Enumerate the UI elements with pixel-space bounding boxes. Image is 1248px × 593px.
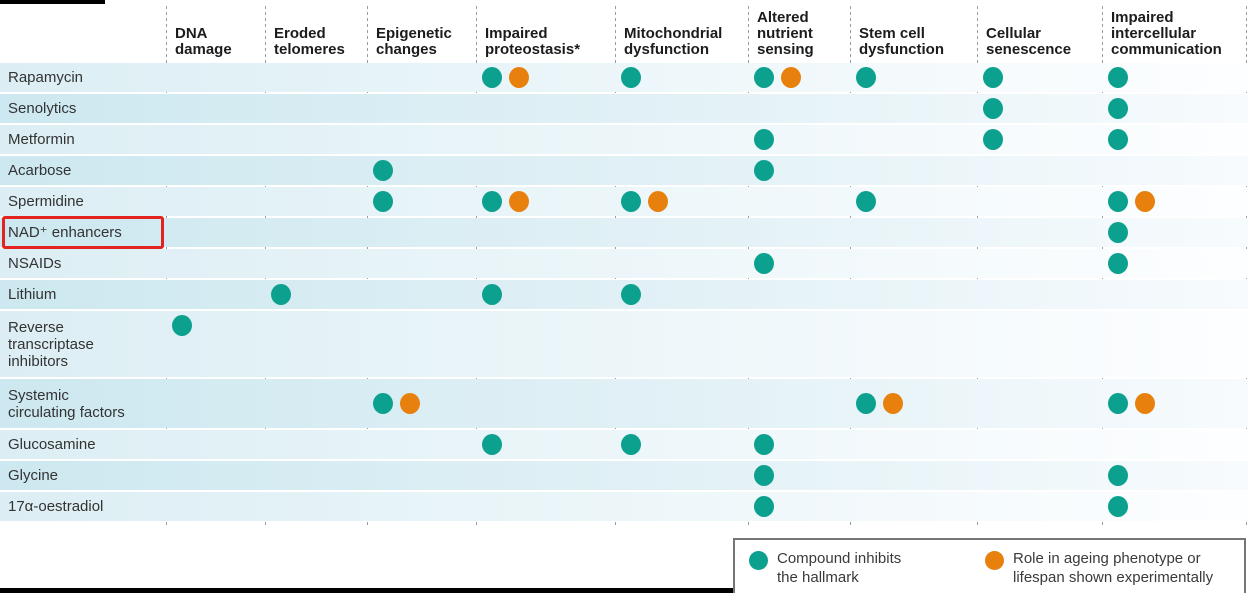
column-header: DNA damage	[175, 26, 262, 58]
inhibits-dot	[754, 160, 774, 181]
inhibits-dot	[983, 129, 1003, 150]
experimental-dot	[509, 67, 529, 88]
experimental-legend-dot	[985, 551, 1004, 570]
matrix-row: 17α-oestradiol	[0, 492, 1248, 521]
inhibits-dot	[754, 434, 774, 455]
inhibits-dot	[856, 191, 876, 212]
row-label: 17α-oestradiol	[8, 492, 103, 521]
matrix-row: Acarbose	[0, 156, 1248, 185]
column-header: Eroded telomeres	[274, 26, 364, 58]
inhibits-dot	[1108, 98, 1128, 119]
inhibits-dot	[983, 67, 1003, 88]
inhibits-dot	[621, 434, 641, 455]
row-label: Rapamycin	[8, 63, 83, 92]
highlight-red-box	[2, 216, 164, 249]
legend-item-experimental: Role in ageing phenotype or lifespan sho…	[985, 549, 1213, 587]
matrix-row: Systemic circulating factors	[0, 379, 1248, 428]
row-label: Senolytics	[8, 94, 76, 123]
legend-label: Compound inhibits the hallmark	[777, 549, 901, 587]
bottom-border-fragment	[0, 588, 733, 593]
column-header: Altered nutrient sensing	[757, 10, 847, 58]
experimental-dot	[781, 67, 801, 88]
legend-label: Role in ageing phenotype or lifespan sho…	[1013, 549, 1213, 587]
matrix-row: Rapamycin	[0, 63, 1248, 92]
inhibits-dot	[172, 315, 192, 336]
compound-hallmark-matrix-figure: DNA damage Eroded telomeres Epigenetic cha…	[0, 0, 1248, 593]
inhibits-dot	[373, 160, 393, 181]
inhibits-dot	[856, 393, 876, 414]
inhibits-dot	[373, 393, 393, 414]
inhibits-dot	[983, 98, 1003, 119]
legend-item-inhibits: Compound inhibits the hallmark	[749, 549, 901, 587]
inhibits-dot	[1108, 222, 1128, 243]
matrix-row: Reverse transcriptase inhibitors	[0, 311, 1248, 377]
row-label: Systemic circulating factors	[8, 379, 125, 428]
inhibits-dot	[754, 67, 774, 88]
matrix-row: Glycine	[0, 461, 1248, 490]
inhibits-dot	[482, 284, 502, 305]
inhibits-dot	[1108, 496, 1128, 517]
inhibits-dot	[1108, 465, 1128, 486]
matrix-row: Metformin	[0, 125, 1248, 154]
matrix-row: Glucosamine	[0, 430, 1248, 459]
matrix-row: Spermidine	[0, 187, 1248, 216]
experimental-dot	[509, 191, 529, 212]
inhibits-dot	[482, 191, 502, 212]
row-label: NSAIDs	[8, 249, 61, 278]
inhibits-dot	[1108, 253, 1128, 274]
experimental-dot	[1135, 191, 1155, 212]
inhibits-dot	[1108, 129, 1128, 150]
experimental-dot	[648, 191, 668, 212]
inhibits-dot	[373, 191, 393, 212]
column-header: Mitochondrial dysfunction	[624, 26, 745, 58]
inhibits-dot	[271, 284, 291, 305]
inhibits-dot	[754, 129, 774, 150]
inhibits-legend-dot	[749, 551, 768, 570]
experimental-dot	[1135, 393, 1155, 414]
column-headers: DNA damage Eroded telomeres Epigenetic cha…	[0, 0, 1248, 59]
inhibits-dot	[621, 284, 641, 305]
row-label: Acarbose	[8, 156, 71, 185]
row-label: Glucosamine	[8, 430, 96, 459]
row-label: Spermidine	[8, 187, 84, 216]
inhibits-dot	[1108, 191, 1128, 212]
column-header: Impaired proteostasis*	[485, 26, 612, 58]
row-label: Glycine	[8, 461, 58, 490]
row-label: Lithium	[8, 280, 56, 309]
legend: Compound inhibits the hallmark Role in a…	[733, 538, 1246, 593]
inhibits-dot	[754, 496, 774, 517]
inhibits-dot	[621, 67, 641, 88]
matrix-row: NAD⁺ enhancers	[0, 218, 1248, 247]
inhibits-dot	[1108, 393, 1128, 414]
matrix-row: Senolytics	[0, 94, 1248, 123]
matrix-row: NSAIDs	[0, 249, 1248, 278]
inhibits-dot	[621, 191, 641, 212]
row-label: Metformin	[8, 125, 75, 154]
column-header: Epigenetic changes	[376, 26, 473, 58]
inhibits-dot	[856, 67, 876, 88]
inhibits-dot	[754, 253, 774, 274]
column-header: Cellular senescence	[986, 26, 1099, 58]
experimental-dot	[400, 393, 420, 414]
column-header: Impaired intercellular communication	[1111, 10, 1243, 58]
experimental-dot	[883, 393, 903, 414]
inhibits-dot	[482, 434, 502, 455]
column-header: Stem cell dysfunction	[859, 26, 974, 58]
inhibits-dot	[754, 465, 774, 486]
matrix-row: Lithium	[0, 280, 1248, 309]
inhibits-dot	[1108, 67, 1128, 88]
inhibits-dot	[482, 67, 502, 88]
row-label: Reverse transcriptase inhibitors	[8, 311, 94, 377]
